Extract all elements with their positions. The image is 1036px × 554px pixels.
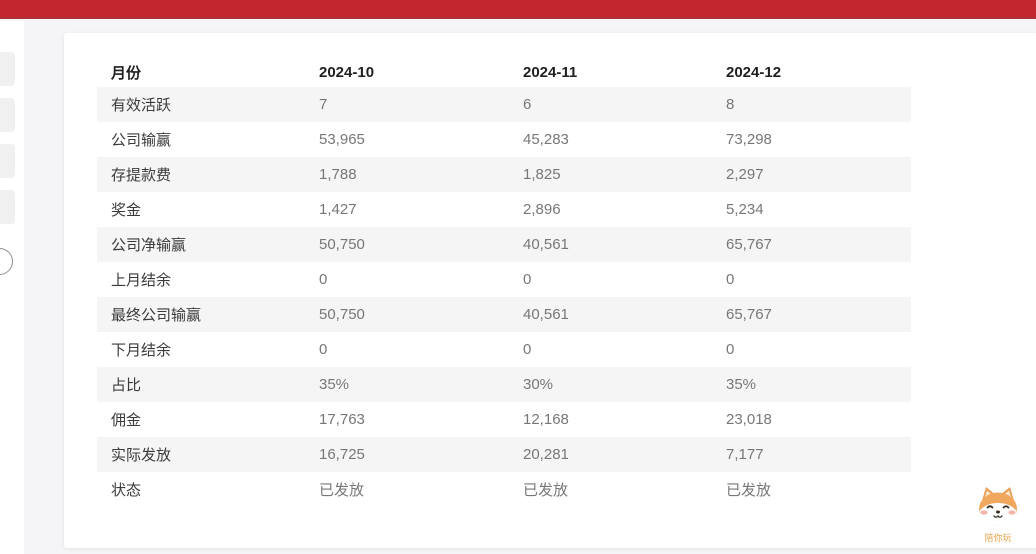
cell-value: 1,788: [319, 166, 357, 183]
column-header-2024-10: 2024-10: [319, 63, 375, 81]
table-row: 状态 已发放 已发放 已发放: [97, 472, 911, 507]
column-header-month: 月份: [111, 64, 142, 82]
row-label: 最终公司输赢: [111, 307, 202, 324]
cell-value: 35%: [726, 376, 757, 393]
table-row: 存提款费 1,788 1,825 2,297: [97, 157, 911, 192]
table-header-row: 月份 2024-10 2024-11 2024-12: [97, 57, 911, 87]
row-label: 公司输赢: [111, 132, 172, 149]
cell-value: 23,018: [726, 411, 772, 428]
row-label: 占比: [111, 377, 142, 394]
table-row: 奖金 1,427 2,896 5,234: [97, 192, 911, 227]
cell-value: 65,767: [726, 236, 772, 253]
shiba-dog-icon: [974, 487, 1022, 532]
cell-value: 0: [319, 341, 328, 358]
cell-value: 16,725: [319, 446, 365, 463]
cell-value: 已发放: [319, 482, 365, 499]
table-row: 佣金 17,763 12,168 23,018: [97, 402, 911, 437]
table-row: 上月结余 0 0 0: [97, 262, 911, 297]
sidebar-item-placeholder[interactable]: [0, 144, 15, 178]
cell-value: 1,825: [523, 166, 561, 183]
row-label: 上月结余: [111, 272, 172, 289]
cell-value: 已发放: [726, 482, 772, 499]
table-row: 占比 35% 30% 35%: [97, 367, 911, 402]
sidebar-item-placeholder[interactable]: [0, 98, 15, 132]
top-red-bar: [0, 0, 1036, 19]
cell-value: 50,750: [319, 236, 365, 253]
cell-value: 40,561: [523, 306, 569, 323]
cell-value: 0: [319, 271, 328, 288]
cell-value: 5,234: [726, 201, 764, 218]
sidebar-item-placeholder[interactable]: [0, 190, 15, 224]
cell-value: 40,561: [523, 236, 569, 253]
table-row: 实际发放 16,725 20,281 7,177: [97, 437, 911, 472]
collapsed-sidebar: [0, 21, 24, 554]
cell-value: 45,283: [523, 131, 569, 148]
row-label: 有效活跃: [111, 97, 172, 114]
cell-value: 17,763: [319, 411, 365, 428]
mascot-label: 陪你玩: [984, 533, 1012, 543]
row-label: 存提款费: [111, 167, 172, 184]
cell-value: 0: [726, 271, 735, 288]
monthly-report-table: 月份 2024-10 2024-11 2024-12 有效活跃 7 6 8 公司…: [97, 57, 911, 507]
column-header-2024-11: 2024-11: [523, 63, 578, 81]
table-row: 有效活跃 7 6 8: [97, 87, 911, 122]
row-label: 下月结余: [111, 342, 172, 359]
table-row: 最终公司输赢 50,750 40,561 65,767: [97, 297, 911, 332]
report-card: 月份 2024-10 2024-11 2024-12 有效活跃 7 6 8 公司…: [64, 33, 1036, 548]
cell-value: 0: [523, 271, 532, 288]
cell-value: 53,965: [319, 131, 365, 148]
sidebar-collapse-toggle[interactable]: [0, 248, 13, 275]
row-label: 状态: [111, 482, 142, 499]
cell-value: 6: [523, 96, 532, 113]
cell-value: 7: [319, 96, 328, 113]
cell-value: 7,177: [726, 446, 764, 463]
row-label: 公司净输赢: [111, 237, 187, 254]
cell-value: 已发放: [523, 482, 569, 499]
sidebar-item-placeholder[interactable]: [0, 52, 15, 86]
cell-value: 1,427: [319, 201, 357, 218]
cell-value: 2,297: [726, 166, 764, 183]
cell-value: 65,767: [726, 306, 772, 323]
table-row: 下月结余 0 0 0: [97, 332, 911, 367]
column-header-2024-12: 2024-12: [726, 63, 782, 81]
table-row: 公司输赢 53,965 45,283 73,298: [97, 122, 911, 157]
mascot-widget[interactable]: 陪你玩: [972, 484, 1024, 543]
cell-value: 73,298: [726, 131, 772, 148]
row-label: 实际发放: [111, 447, 172, 464]
row-label: 佣金: [111, 412, 142, 429]
cell-value: 30%: [523, 376, 554, 393]
cell-value: 0: [523, 341, 532, 358]
cell-value: 50,750: [319, 306, 365, 323]
cell-value: 12,168: [523, 411, 569, 428]
cell-value: 8: [726, 96, 735, 113]
table-row: 公司净输赢 50,750 40,561 65,767: [97, 227, 911, 262]
row-label: 奖金: [111, 202, 142, 219]
cell-value: 2,896: [523, 201, 561, 218]
cell-value: 0: [726, 341, 735, 358]
cell-value: 35%: [319, 376, 350, 393]
cell-value: 20,281: [523, 446, 569, 463]
